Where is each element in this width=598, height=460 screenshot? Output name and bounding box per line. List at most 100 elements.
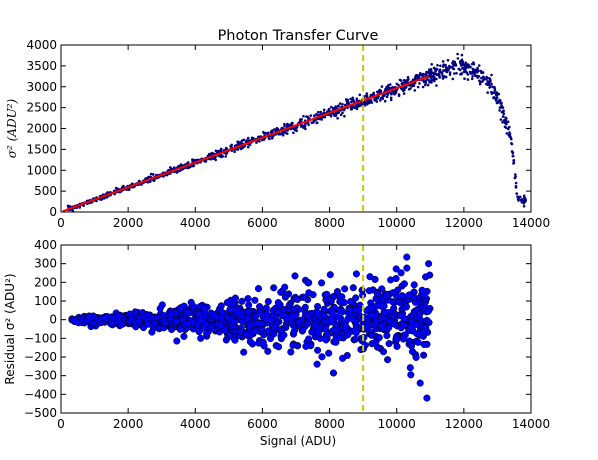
- residual-point: [254, 319, 263, 327]
- ptc-point: [173, 166, 176, 169]
- ptc-point: [511, 151, 515, 155]
- ptc-point: [421, 85, 425, 89]
- ptc-point: [406, 75, 410, 79]
- residual-point: [367, 331, 376, 339]
- ptc-point: [512, 159, 516, 162]
- ptc-point: [355, 105, 359, 108]
- ptc-point: [431, 75, 435, 79]
- ptc-y-axis-label: σ² (ADU²): [5, 98, 19, 158]
- ptc-point: [455, 72, 458, 75]
- ptc-point: [494, 93, 498, 97]
- ptc-point: [501, 121, 504, 124]
- ptc-point: [448, 71, 452, 74]
- ptc-point: [460, 53, 464, 57]
- x-tick-label: 2000: [113, 417, 144, 431]
- residual-ticks: 0 2000 4000 6000 8000 10000 12000 14000−500−400…: [24, 238, 550, 431]
- ptc-point: [169, 167, 173, 171]
- residual-point: [368, 311, 376, 319]
- ptc-point: [418, 82, 421, 85]
- ptc-point: [506, 120, 510, 123]
- ptc-point: [326, 110, 329, 113]
- residual-point: [132, 323, 140, 331]
- ptc-point: [375, 100, 379, 103]
- ptc-point: [368, 100, 372, 103]
- residual-point: [148, 328, 156, 336]
- residual-point: [288, 317, 296, 325]
- residual-point: [339, 308, 347, 316]
- x-tick-label: 12000: [445, 216, 483, 230]
- ptc-point: [501, 106, 505, 109]
- ptc-point: [481, 80, 484, 83]
- x-tick-label: 12000: [445, 417, 483, 431]
- residual-point: [367, 304, 375, 312]
- residual-point: [420, 291, 428, 299]
- residual-point: [244, 308, 252, 316]
- x-tick-label: 8000: [314, 216, 345, 230]
- ptc-point: [328, 109, 331, 113]
- ptc-point: [151, 173, 155, 176]
- ptc-point: [282, 131, 286, 134]
- ptc-point: [451, 77, 455, 81]
- residual-point: [153, 313, 162, 322]
- ptc-point: [215, 150, 219, 153]
- residual-point: [339, 354, 347, 362]
- ptc-point: [426, 83, 430, 87]
- ptc-point: [454, 64, 458, 67]
- ptc-point: [390, 93, 393, 96]
- residual-point: [274, 299, 282, 307]
- ptc-point: [374, 98, 377, 102]
- residual-point: [278, 312, 286, 320]
- ptc-point: [447, 68, 450, 72]
- ptc-point: [435, 68, 439, 71]
- residual-point: [238, 297, 246, 305]
- residual-point: [392, 335, 400, 343]
- ptc-point: [464, 61, 468, 64]
- ptc-point: [266, 131, 270, 135]
- ptc-point: [517, 199, 520, 202]
- y-tick-label: 400: [34, 238, 57, 252]
- x-tick-label: 0: [57, 417, 65, 431]
- residual-point: [305, 279, 313, 287]
- residual-point: [420, 351, 428, 359]
- x-tick-label: 4000: [180, 216, 211, 230]
- ptc-point: [427, 71, 431, 74]
- residual-point: [351, 335, 359, 343]
- residual-point: [293, 295, 302, 303]
- ptc-point: [177, 165, 180, 168]
- residual-point: [424, 307, 432, 315]
- ptc-point: [446, 58, 450, 62]
- ptc-point: [419, 72, 422, 76]
- ptc-point: [315, 121, 319, 124]
- y-tick-label: −200: [24, 350, 57, 364]
- ptc-point: [445, 70, 448, 73]
- residual-point: [392, 274, 400, 283]
- ptc-point: [499, 101, 502, 105]
- residual-point: [422, 324, 430, 332]
- ptc-point: [436, 64, 439, 67]
- ptc-point: [488, 86, 491, 89]
- ptc-point: [233, 150, 236, 154]
- residual-point: [325, 349, 333, 357]
- ptc-point: [336, 117, 339, 120]
- ptc-point: [480, 76, 483, 80]
- ptc-point: [306, 121, 310, 125]
- ptc-point: [345, 101, 349, 105]
- ptc-point: [514, 175, 517, 178]
- ptc-point: [504, 116, 508, 120]
- ptc-point: [438, 68, 442, 72]
- residual-point: [101, 314, 109, 323]
- ptc-point: [485, 76, 489, 80]
- ptc-point: [432, 78, 436, 81]
- residual-point: [392, 265, 400, 273]
- ptc-point: [147, 175, 150, 179]
- ptc-point: [208, 152, 211, 156]
- ptc-point: [237, 140, 240, 144]
- ptc-point: [387, 86, 391, 89]
- residual-point: [223, 298, 231, 307]
- residual-point: [330, 326, 338, 334]
- residual-point: [423, 394, 431, 402]
- ptc-point: [507, 127, 510, 131]
- residual-point: [386, 317, 394, 326]
- residual-point: [380, 302, 388, 310]
